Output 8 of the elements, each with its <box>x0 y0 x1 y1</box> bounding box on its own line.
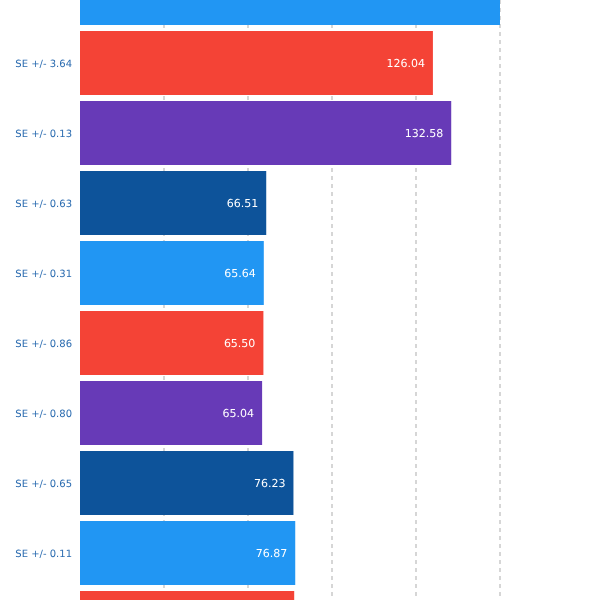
bar <box>80 171 267 235</box>
bar <box>80 451 294 515</box>
bar <box>80 101 452 165</box>
bar <box>80 381 263 445</box>
bar <box>80 521 296 585</box>
bar <box>80 31 433 95</box>
bar <box>80 311 264 375</box>
bar <box>80 241 264 305</box>
